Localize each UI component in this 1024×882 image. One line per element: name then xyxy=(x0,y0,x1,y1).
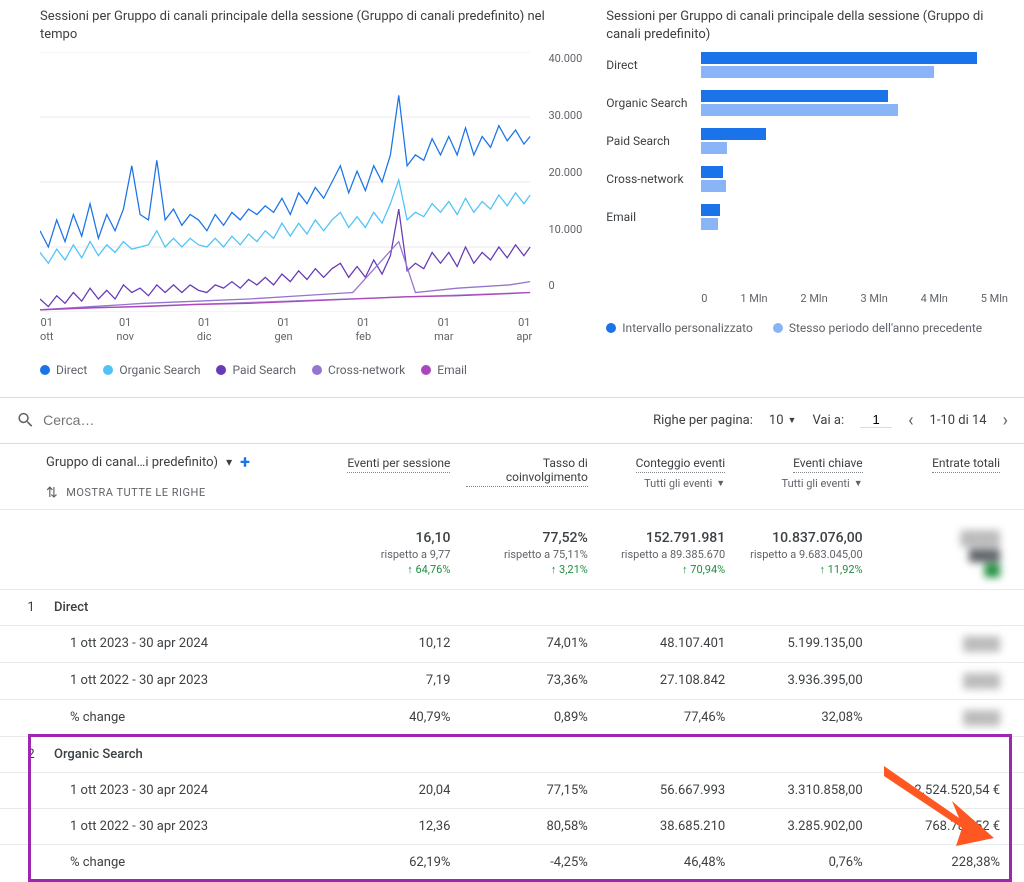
search-input[interactable] xyxy=(43,412,637,428)
chevron-down-icon: ▾ xyxy=(226,455,232,469)
legend-label[interactable]: Email xyxy=(437,363,467,377)
bar-row[interactable]: Email xyxy=(606,204,1008,230)
column-header[interactable]: Tasso di coinvolgimento xyxy=(458,452,595,501)
legend-label[interactable]: Intervallo personalizzato xyxy=(622,321,753,335)
data-row: 1 ott 2023 - 30 apr 202420,0477,15%56.66… xyxy=(0,772,1024,808)
search-icon xyxy=(16,410,35,430)
data-row: % change40,79%0,89%77,46%32,08%████ xyxy=(0,699,1024,736)
search-box[interactable] xyxy=(16,410,637,430)
bar-row[interactable]: Cross-network xyxy=(606,166,1008,192)
expand-icon: ⇅ xyxy=(46,485,58,501)
column-header[interactable]: Entrate totali xyxy=(871,452,1008,501)
line-legend: Direct Organic Search Paid Search Cross-… xyxy=(40,363,582,377)
dimension-picker[interactable]: Gruppo di canal…i predefinito) ▾ + xyxy=(46,452,321,473)
data-row: 1 ott 2022 - 30 apr 20237,1973,36%27.108… xyxy=(0,662,1024,699)
bar-row[interactable]: Direct xyxy=(606,52,1008,78)
page-range: 1-10 di 14 xyxy=(930,413,987,428)
legend-label[interactable]: Direct xyxy=(56,363,87,377)
line-chart-svg xyxy=(40,52,582,312)
column-header[interactable]: Conteggio eventiTutti gli eventi ▼ xyxy=(596,452,733,501)
line-chart-title: Sessioni per Gruppo di canali principale… xyxy=(40,8,582,44)
goto-input[interactable] xyxy=(860,412,892,428)
data-row: 1 ott 2023 - 30 apr 202410,1274,01%48.10… xyxy=(0,625,1024,662)
bar-chart-title: Sessioni per Gruppo di canali principale… xyxy=(606,8,1008,44)
bar-row[interactable]: Paid Search xyxy=(606,128,1008,154)
line-chart-panel: Sessioni per Gruppo di canali principale… xyxy=(40,8,582,377)
show-all-rows-button[interactable]: ⇅ MOSTRA TUTTE LE RIGHE xyxy=(46,485,321,501)
column-header[interactable]: Eventi per sessione xyxy=(321,452,458,501)
prev-page-button[interactable]: ‹ xyxy=(908,410,913,431)
rows-per-page-select[interactable]: 10 ▼ xyxy=(769,413,797,428)
data-row: 1 ott 2022 - 30 apr 202312,3680,58%38.68… xyxy=(0,808,1024,844)
y-tick: 20.000 xyxy=(548,166,582,179)
table-body: 16,10rispetto a 9,77↑ 64,76%77,52%rispet… xyxy=(0,509,1024,880)
y-tick: 40.000 xyxy=(548,52,582,65)
legend-label[interactable]: Stesso periodo dell'anno precedente xyxy=(789,321,982,335)
summary-row: 16,10rispetto a 9,77↑ 64,76%77,52%rispet… xyxy=(0,509,1024,589)
column-header[interactable]: Eventi chiaveTutti gli eventi ▼ xyxy=(733,452,870,501)
data-row: % change62,19%-4,25%46,48%0,76%228,38% xyxy=(0,844,1024,880)
y-tick: 0 xyxy=(548,279,582,292)
next-page-button[interactable]: › xyxy=(1003,410,1008,431)
y-tick: 30.000 xyxy=(548,109,582,122)
table-controls: Righe per pagina: 10 ▼ Vai a: ‹ 1-10 di … xyxy=(0,398,1024,443)
table-header: Gruppo di canal…i predefinito) ▾ + ⇅ MOS… xyxy=(0,443,1024,509)
rows-per-page-label: Righe per pagina: xyxy=(653,413,753,428)
legend-label[interactable]: Paid Search xyxy=(232,363,296,377)
legend-label[interactable]: Cross-network xyxy=(328,363,405,377)
add-dimension-button[interactable]: + xyxy=(240,452,250,473)
legend-label[interactable]: Organic Search xyxy=(119,363,200,377)
group-header-row[interactable]: 1Direct xyxy=(0,589,1024,625)
bar-legend: Intervallo personalizzato Stesso periodo… xyxy=(606,321,1008,335)
y-tick: 10.000 xyxy=(548,223,582,236)
bar-row[interactable]: Organic Search xyxy=(606,90,1008,116)
chevron-down-icon: ▼ xyxy=(788,415,797,426)
group-header-row[interactable]: 2Organic Search xyxy=(0,736,1024,772)
bar-chart-panel: Sessioni per Gruppo di canali principale… xyxy=(606,8,1008,377)
goto-label: Vai a: xyxy=(812,413,844,428)
